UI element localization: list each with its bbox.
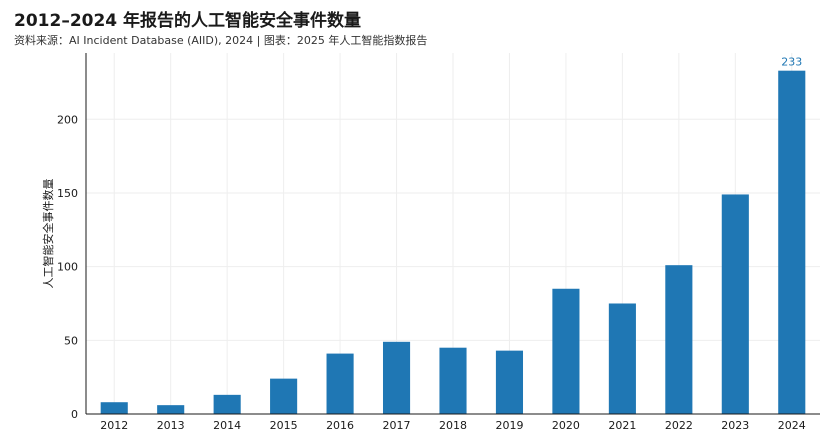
- y-axis: 0 50 100 150 200: [57, 53, 87, 421]
- data-label-2024: 233: [781, 56, 802, 69]
- y-tick-label: 100: [57, 261, 78, 274]
- x-tick-label: 2020: [552, 419, 580, 432]
- y-tick-label: 0: [71, 408, 78, 421]
- bar-2023: [721, 194, 749, 414]
- bar-2017: [382, 341, 411, 414]
- x-tick-label: 2013: [157, 419, 185, 432]
- gridlines: [86, 53, 820, 415]
- data-labels: 233: [781, 56, 802, 69]
- bar-2013: [157, 405, 185, 414]
- bar-2018: [439, 347, 467, 414]
- x-tick-label: 2019: [495, 419, 523, 432]
- x-tick-label: 2022: [665, 419, 693, 432]
- x-tick-label: 2015: [270, 419, 298, 432]
- bar-2019: [495, 350, 524, 414]
- x-tick-label: 2012: [100, 419, 128, 432]
- bar-2014: [213, 394, 241, 414]
- bar-2016: [326, 353, 354, 414]
- bar-2020: [552, 288, 580, 414]
- x-axis: 2012 2013 2014 2015 2016 2017 2018 2019 2020 2021…: [86, 413, 820, 432]
- y-tick-label: 150: [57, 187, 78, 200]
- chart-title: 2012–2024 年报告的人工智能安全事件数量: [14, 11, 362, 31]
- bar-2021: [608, 303, 636, 414]
- bar-2012: [100, 402, 128, 414]
- y-tick-label: 200: [57, 113, 78, 126]
- x-tick-label: 2016: [326, 419, 354, 432]
- bar-series: [100, 70, 806, 414]
- bar-2015: [270, 378, 298, 414]
- x-tick-label: 2017: [383, 419, 411, 432]
- x-tick-label: 2018: [439, 419, 467, 432]
- x-tick-label: 2024: [778, 419, 806, 432]
- chart-subtitle: 资料来源：AI Incident Database (AIID), 2024 |…: [14, 34, 428, 47]
- x-tick-label: 2023: [721, 419, 749, 432]
- y-axis-label: 人工智能安全事件数量: [41, 179, 55, 289]
- bar-2024: [778, 70, 806, 414]
- bar-2022: [665, 265, 693, 414]
- x-tick-label: 2014: [213, 419, 241, 432]
- y-tick-label: 50: [64, 334, 78, 347]
- x-tick-label: 2021: [608, 419, 636, 432]
